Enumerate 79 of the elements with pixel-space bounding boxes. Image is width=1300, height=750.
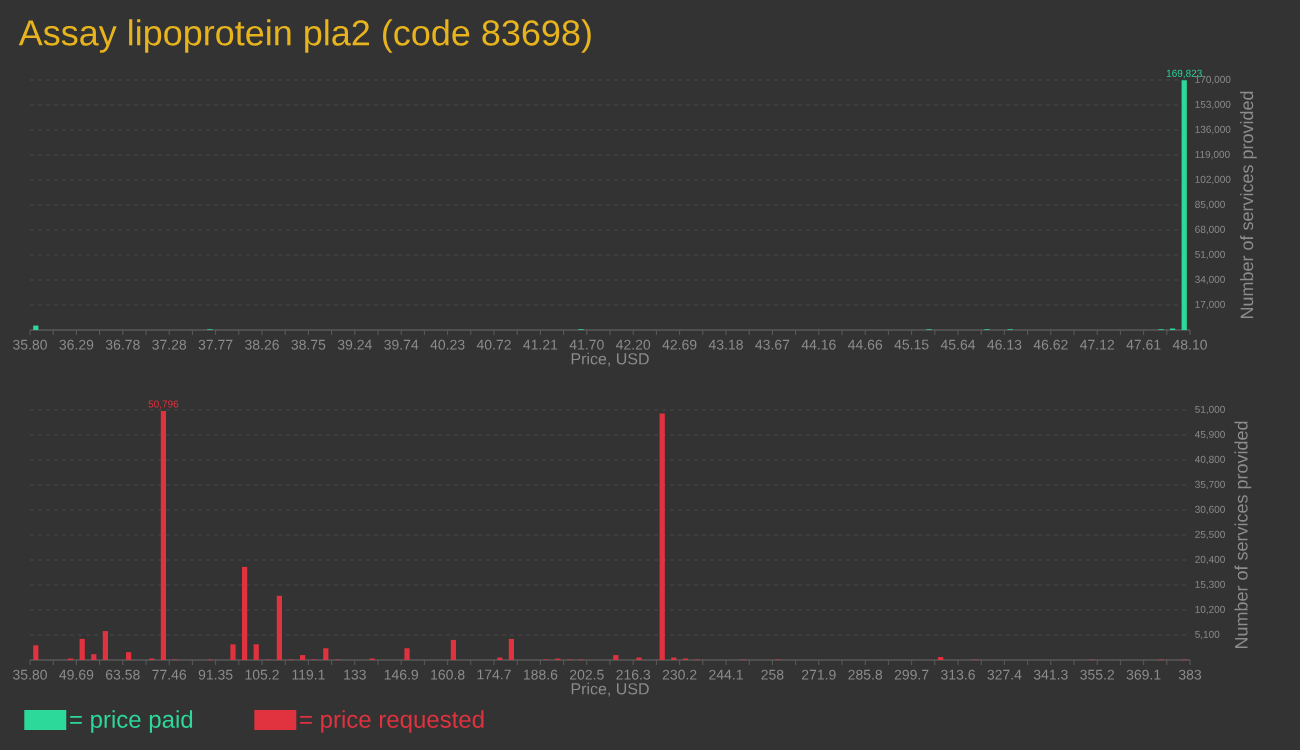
y-tick-label: 136,000	[1195, 125, 1231, 135]
x-tick-label: 42.69	[662, 339, 697, 350]
y-tick-label: 15,300	[1195, 580, 1225, 590]
y-tick-label: 119,000	[1195, 150, 1230, 160]
x-tick-label: 47.61	[1126, 339, 1161, 350]
x-tick-label: 258	[761, 669, 784, 680]
x-tick-label: 77.46	[152, 669, 187, 680]
y-tick-label: 51,000	[1195, 250, 1225, 260]
y-tick-label: 68,000	[1195, 225, 1225, 235]
x-tick-label: 46.13	[987, 339, 1022, 350]
y-tick-label: 20,400	[1195, 555, 1225, 565]
y-tick-label: 153,000	[1195, 100, 1231, 110]
legend-label: = price requested	[300, 710, 484, 733]
y-axis-title: Number of services provided	[1240, 91, 1257, 319]
x-tick-label: 369.1	[1126, 669, 1161, 680]
x-tick-label: 244.1	[709, 669, 743, 680]
x-tick-label: 327.4	[987, 669, 1022, 680]
legend-label: = price paid	[70, 710, 193, 733]
x-tick-label: 230.2	[662, 669, 697, 680]
x-tick-label: 341.3	[1033, 669, 1068, 680]
x-tick-label: 91.35	[198, 669, 233, 680]
y-tick-label: 102,000	[1195, 175, 1231, 185]
x-tick-label: 41.70	[569, 339, 604, 350]
x-tick-label: 355.2	[1080, 669, 1115, 680]
x-tick-label: 40.23	[430, 339, 465, 350]
annotation: 50,796	[148, 400, 179, 409]
x-tick-label: 35.80	[13, 669, 47, 680]
x-tick-label: 41.21	[523, 339, 558, 350]
y-tick-label: 40,800	[1194, 455, 1225, 465]
x-tick-label: 37.28	[152, 339, 187, 350]
x-tick-label: 38.75	[291, 339, 326, 350]
x-tick-label: 35.80	[13, 339, 47, 350]
x-tick-label: 45.15	[894, 339, 929, 350]
y-tick-label: 5,100	[1195, 630, 1220, 640]
x-tick-label: 188.6	[523, 669, 558, 680]
x-tick-label: 36.29	[59, 339, 94, 350]
x-tick-label: 146.9	[384, 669, 419, 680]
y-tick-label: 35,700	[1195, 480, 1225, 490]
x-tick-label: 47.12	[1080, 339, 1115, 350]
x-tick-label: 271.9	[802, 669, 836, 680]
x-tick-label: 174.7	[477, 669, 511, 680]
y-tick-label: 51,000	[1195, 405, 1225, 415]
x-tick-label: 49.69	[59, 669, 94, 680]
y-tick-label: 25,500	[1195, 530, 1225, 540]
x-tick-label: 383	[1178, 669, 1202, 680]
y-tick-label: 34,000	[1195, 275, 1225, 285]
y-tick-label: 17,000	[1195, 300, 1225, 310]
x-tick-label: 160.8	[431, 669, 465, 680]
x-axis-title: Price, USD	[571, 682, 649, 697]
y-tick-label: 30,600	[1195, 505, 1225, 515]
y-axis-title: Number of services provided	[1234, 421, 1252, 649]
x-tick-label: 43.18	[708, 339, 743, 350]
x-tick-label: 42.20	[616, 339, 651, 350]
x-tick-label: 48.10	[1172, 339, 1207, 350]
x-tick-label: 119.1	[292, 669, 325, 680]
x-tick-label: 37.77	[198, 339, 233, 350]
x-tick-label: 133	[344, 669, 366, 680]
x-tick-label: 216.3	[616, 669, 651, 680]
x-tick-label: 63.58	[105, 669, 140, 680]
x-tick-label: 38.26	[245, 339, 279, 350]
x-tick-label: 105.2	[245, 669, 279, 680]
x-tick-label: 285.8	[848, 669, 883, 680]
y-tick-label: 85,000	[1195, 200, 1225, 210]
x-tick-label: 202.5	[570, 669, 604, 680]
y-tick-label: 45,900	[1194, 430, 1225, 440]
y-tick-label: 10,200	[1195, 605, 1225, 615]
x-tick-label: 39.74	[384, 339, 419, 350]
x-axis-title: Price, USD	[571, 352, 649, 367]
x-tick-label: 43.67	[755, 339, 790, 350]
x-tick-label: 39.24	[337, 339, 372, 350]
x-tick-label: 44.16	[801, 339, 836, 350]
x-tick-label: 313.6	[941, 669, 975, 680]
x-tick-label: 40.72	[476, 339, 511, 350]
x-tick-label: 44.66	[848, 339, 883, 350]
x-tick-label: 45.64	[940, 339, 976, 350]
x-tick-label: 299.7	[894, 669, 929, 680]
x-tick-label: 46.62	[1033, 339, 1068, 350]
x-tick-label: 36.78	[105, 339, 140, 350]
chart-title: Assay lipoprotein pla2 (code 83698)	[18, 19, 591, 53]
